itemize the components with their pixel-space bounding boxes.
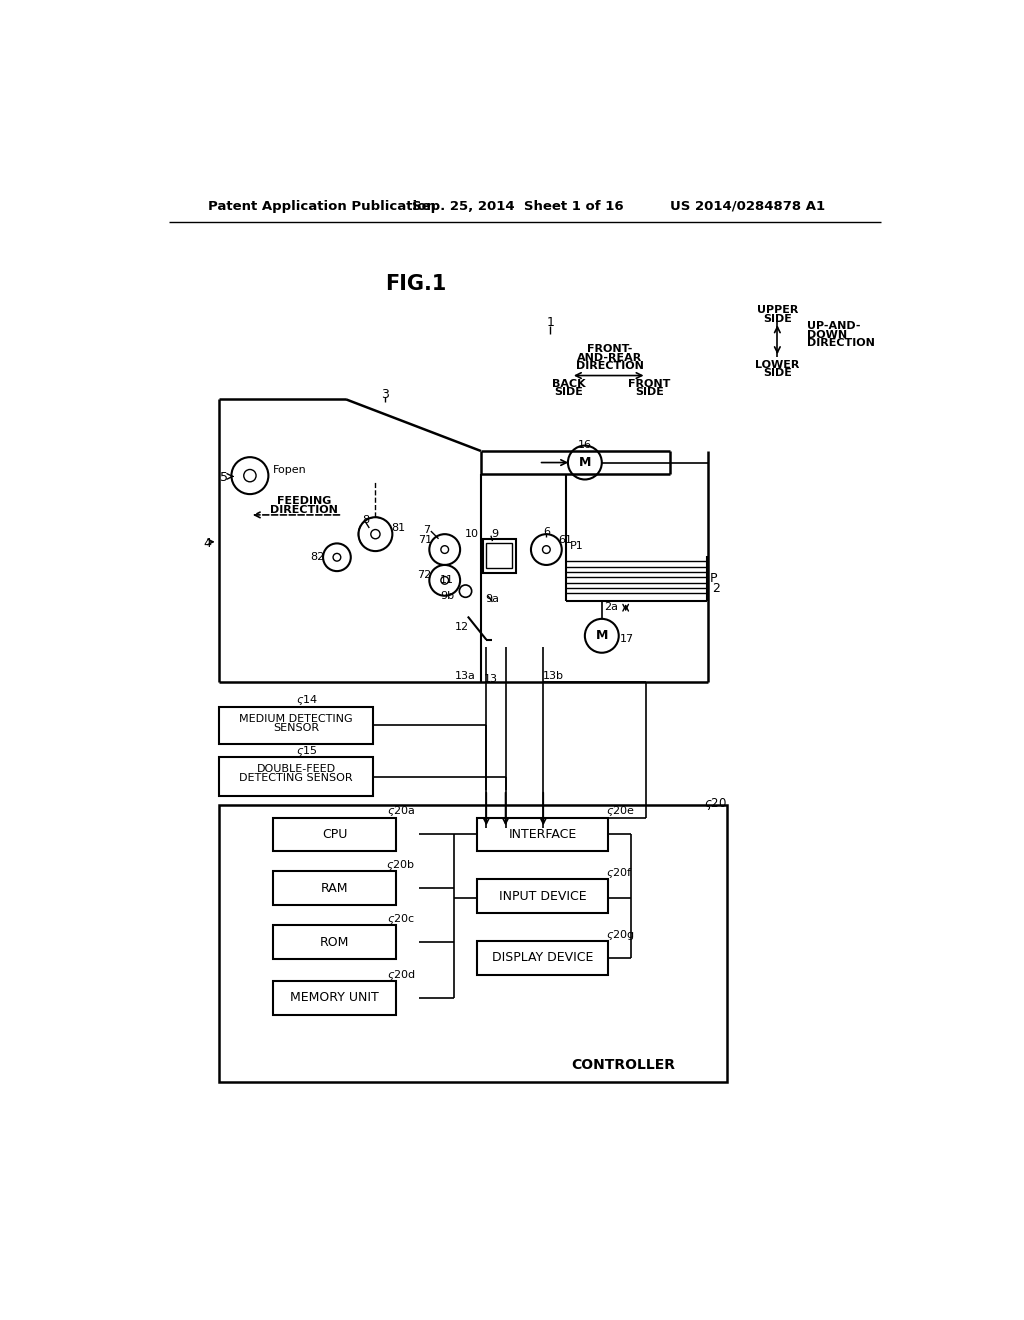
Bar <box>273 981 396 1015</box>
Text: FIG.1: FIG.1 <box>385 275 446 294</box>
Text: 5: 5 <box>220 471 228 484</box>
Text: 11: 11 <box>440 576 454 585</box>
Text: 2a: 2a <box>604 602 617 612</box>
Text: 72: 72 <box>417 570 431 579</box>
Circle shape <box>441 545 449 553</box>
Text: $\varsigma$20f: $\varsigma$20f <box>606 866 633 880</box>
Bar <box>477 817 608 851</box>
Text: 3: 3 <box>381 388 388 400</box>
Text: 71: 71 <box>418 536 432 545</box>
Text: $\varsigma$20g: $\varsigma$20g <box>606 928 635 941</box>
Text: DOWN: DOWN <box>807 330 847 339</box>
Text: 4: 4 <box>204 537 212 550</box>
Circle shape <box>244 470 256 482</box>
Text: 13: 13 <box>484 675 498 684</box>
Text: $\varsigma$20: $\varsigma$20 <box>705 796 727 812</box>
Bar <box>219 805 727 1082</box>
Bar <box>483 539 515 573</box>
Text: 1: 1 <box>546 315 554 329</box>
Text: P: P <box>710 572 717 585</box>
Text: Sep. 25, 2014  Sheet 1 of 16: Sep. 25, 2014 Sheet 1 of 16 <box>412 199 624 213</box>
Text: DISPLAY DEVICE: DISPLAY DEVICE <box>492 952 593 964</box>
Text: 12: 12 <box>455 622 469 631</box>
Bar <box>219 758 373 796</box>
Text: $\varsigma$20d: $\varsigma$20d <box>387 968 416 982</box>
Text: 6: 6 <box>543 527 550 537</box>
Bar <box>273 871 396 906</box>
Text: ROM: ROM <box>319 936 349 949</box>
Text: LOWER: LOWER <box>755 360 800 370</box>
Text: $\varsigma$20a: $\varsigma$20a <box>387 804 416 818</box>
Text: SIDE: SIDE <box>554 387 583 397</box>
Text: 81: 81 <box>391 523 404 533</box>
Text: DETECTING SENSOR: DETECTING SENSOR <box>240 774 353 783</box>
Text: $\varsigma$20c: $\varsigma$20c <box>387 912 416 927</box>
Text: 9: 9 <box>490 529 498 539</box>
Text: Patent Application Publication: Patent Application Publication <box>208 199 435 213</box>
Text: 9b: 9b <box>440 591 454 601</box>
Text: 8: 8 <box>361 515 369 525</box>
Circle shape <box>371 529 380 539</box>
Text: P1: P1 <box>569 541 584 550</box>
Bar <box>477 941 608 974</box>
Bar <box>477 879 608 913</box>
Circle shape <box>231 457 268 494</box>
Circle shape <box>460 585 472 597</box>
Text: INTERFACE: INTERFACE <box>508 828 577 841</box>
Text: 2: 2 <box>712 582 720 594</box>
Text: US 2014/0284878 A1: US 2014/0284878 A1 <box>670 199 824 213</box>
Text: $\varsigma$15: $\varsigma$15 <box>296 744 317 758</box>
Circle shape <box>323 544 351 572</box>
Text: DIRECTION: DIRECTION <box>807 338 874 348</box>
Text: 61: 61 <box>559 536 572 545</box>
Circle shape <box>429 565 460 595</box>
Bar <box>219 706 373 743</box>
Circle shape <box>333 553 341 561</box>
Text: RAM: RAM <box>321 882 348 895</box>
Text: MEDIUM DETECTING: MEDIUM DETECTING <box>240 714 353 723</box>
Text: UP-AND-: UP-AND- <box>807 321 860 331</box>
Text: 10: 10 <box>465 529 478 539</box>
Text: CONTROLLER: CONTROLLER <box>571 1059 676 1072</box>
Text: BACK: BACK <box>552 379 586 389</box>
Text: SIDE: SIDE <box>635 387 664 397</box>
Text: MEMORY UNIT: MEMORY UNIT <box>290 991 379 1005</box>
Text: FRONT-: FRONT- <box>587 345 632 354</box>
Text: 9a: 9a <box>485 594 500 603</box>
Bar <box>273 925 396 960</box>
Circle shape <box>543 545 550 553</box>
Circle shape <box>429 535 460 565</box>
Text: CPU: CPU <box>322 828 347 841</box>
Text: 7: 7 <box>424 524 430 535</box>
Text: SIDE: SIDE <box>763 368 792 379</box>
Text: M: M <box>596 630 608 643</box>
Text: DIRECTION: DIRECTION <box>575 362 643 371</box>
Text: $\varsigma$20e: $\varsigma$20e <box>606 804 636 818</box>
Text: UPPER: UPPER <box>757 305 798 315</box>
Circle shape <box>568 446 602 479</box>
Text: $\varsigma$14: $\varsigma$14 <box>296 693 318 706</box>
Text: M: M <box>579 455 591 469</box>
Circle shape <box>585 619 618 653</box>
Circle shape <box>358 517 392 552</box>
Text: SENSOR: SENSOR <box>273 723 319 733</box>
Bar <box>273 817 396 851</box>
Text: INPUT DEVICE: INPUT DEVICE <box>499 890 587 903</box>
Text: DIRECTION: DIRECTION <box>270 504 338 515</box>
Text: FEEDING: FEEDING <box>276 496 331 506</box>
Text: 13b: 13b <box>544 671 564 681</box>
Text: FRONT: FRONT <box>629 379 671 389</box>
Text: DOUBLE-FEED: DOUBLE-FEED <box>257 764 336 774</box>
Circle shape <box>441 577 449 585</box>
Circle shape <box>531 535 562 565</box>
Text: 13a: 13a <box>455 671 475 681</box>
Text: 16: 16 <box>578 440 592 450</box>
Text: AND-REAR: AND-REAR <box>577 352 642 363</box>
Text: $\varsigma$20b: $\varsigma$20b <box>386 858 416 873</box>
Text: 17: 17 <box>621 634 635 644</box>
Bar <box>486 544 512 568</box>
Text: SIDE: SIDE <box>763 314 792 323</box>
Text: Fopen: Fopen <box>273 465 307 475</box>
Text: 82: 82 <box>310 552 325 562</box>
